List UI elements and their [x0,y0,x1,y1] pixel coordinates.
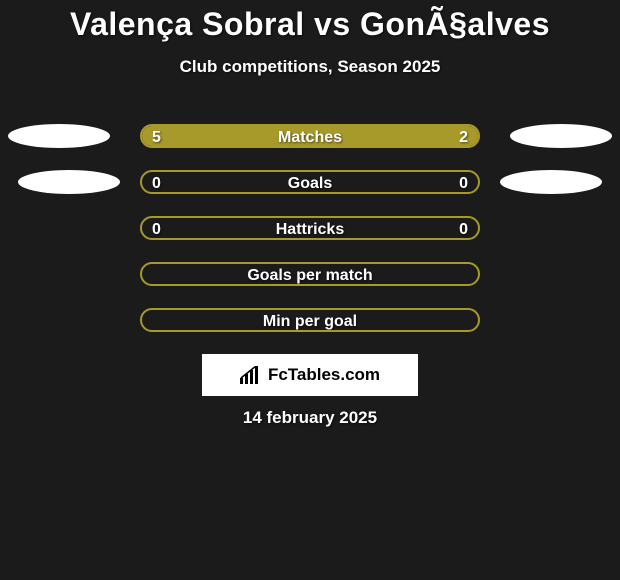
stats-rows: Matches52Goals00Hattricks00Goals per mat… [0,124,620,354]
stat-bar-goals: Goals0 0 [140,170,480,194]
player-badge-left [8,124,110,148]
player-badge-right [500,170,602,194]
stat-left-value: 0 [152,218,161,238]
stat-label: Goals [142,172,478,192]
stat-left-value: 0 [152,172,161,192]
footer-date: 14 february 2025 [0,408,620,428]
stat-bar-min_per_goal: Min per goal [140,308,480,332]
stat-row-goals_per_match: Goals per match [0,262,620,286]
stat-right-value: 0 [459,172,468,192]
page-subtitle: Club competitions, Season 2025 [0,57,620,77]
player-badge-right [510,124,612,148]
chart-icon [240,366,262,384]
page-title: Valença Sobral vs GonÃ§alves [0,0,620,43]
stat-right-value: 0 [459,218,468,238]
stat-bar-goals_per_match: Goals per match [140,262,480,286]
stat-label: Hattricks [142,218,478,238]
stat-left-value: 5 [152,126,161,146]
stat-row-matches: Matches5 2 [0,124,620,148]
player-badge-left [18,170,120,194]
stat-label: Goals per match [142,264,478,284]
stat-row-goals: Goals0 0 [0,170,620,194]
stat-row-hattricks: Hattricks0 0 [0,216,620,240]
stat-row-min_per_goal: Min per goal [0,308,620,332]
stat-right-value: 2 [459,126,468,146]
logo-box: FcTables.com [202,354,418,396]
stat-bar-hattricks: Hattricks0 0 [140,216,480,240]
stat-bar-matches: Matches5 2 [140,124,480,148]
stat-label: Matches [142,126,478,146]
stat-label: Min per goal [142,310,478,330]
logo-text: FcTables.com [268,365,380,385]
